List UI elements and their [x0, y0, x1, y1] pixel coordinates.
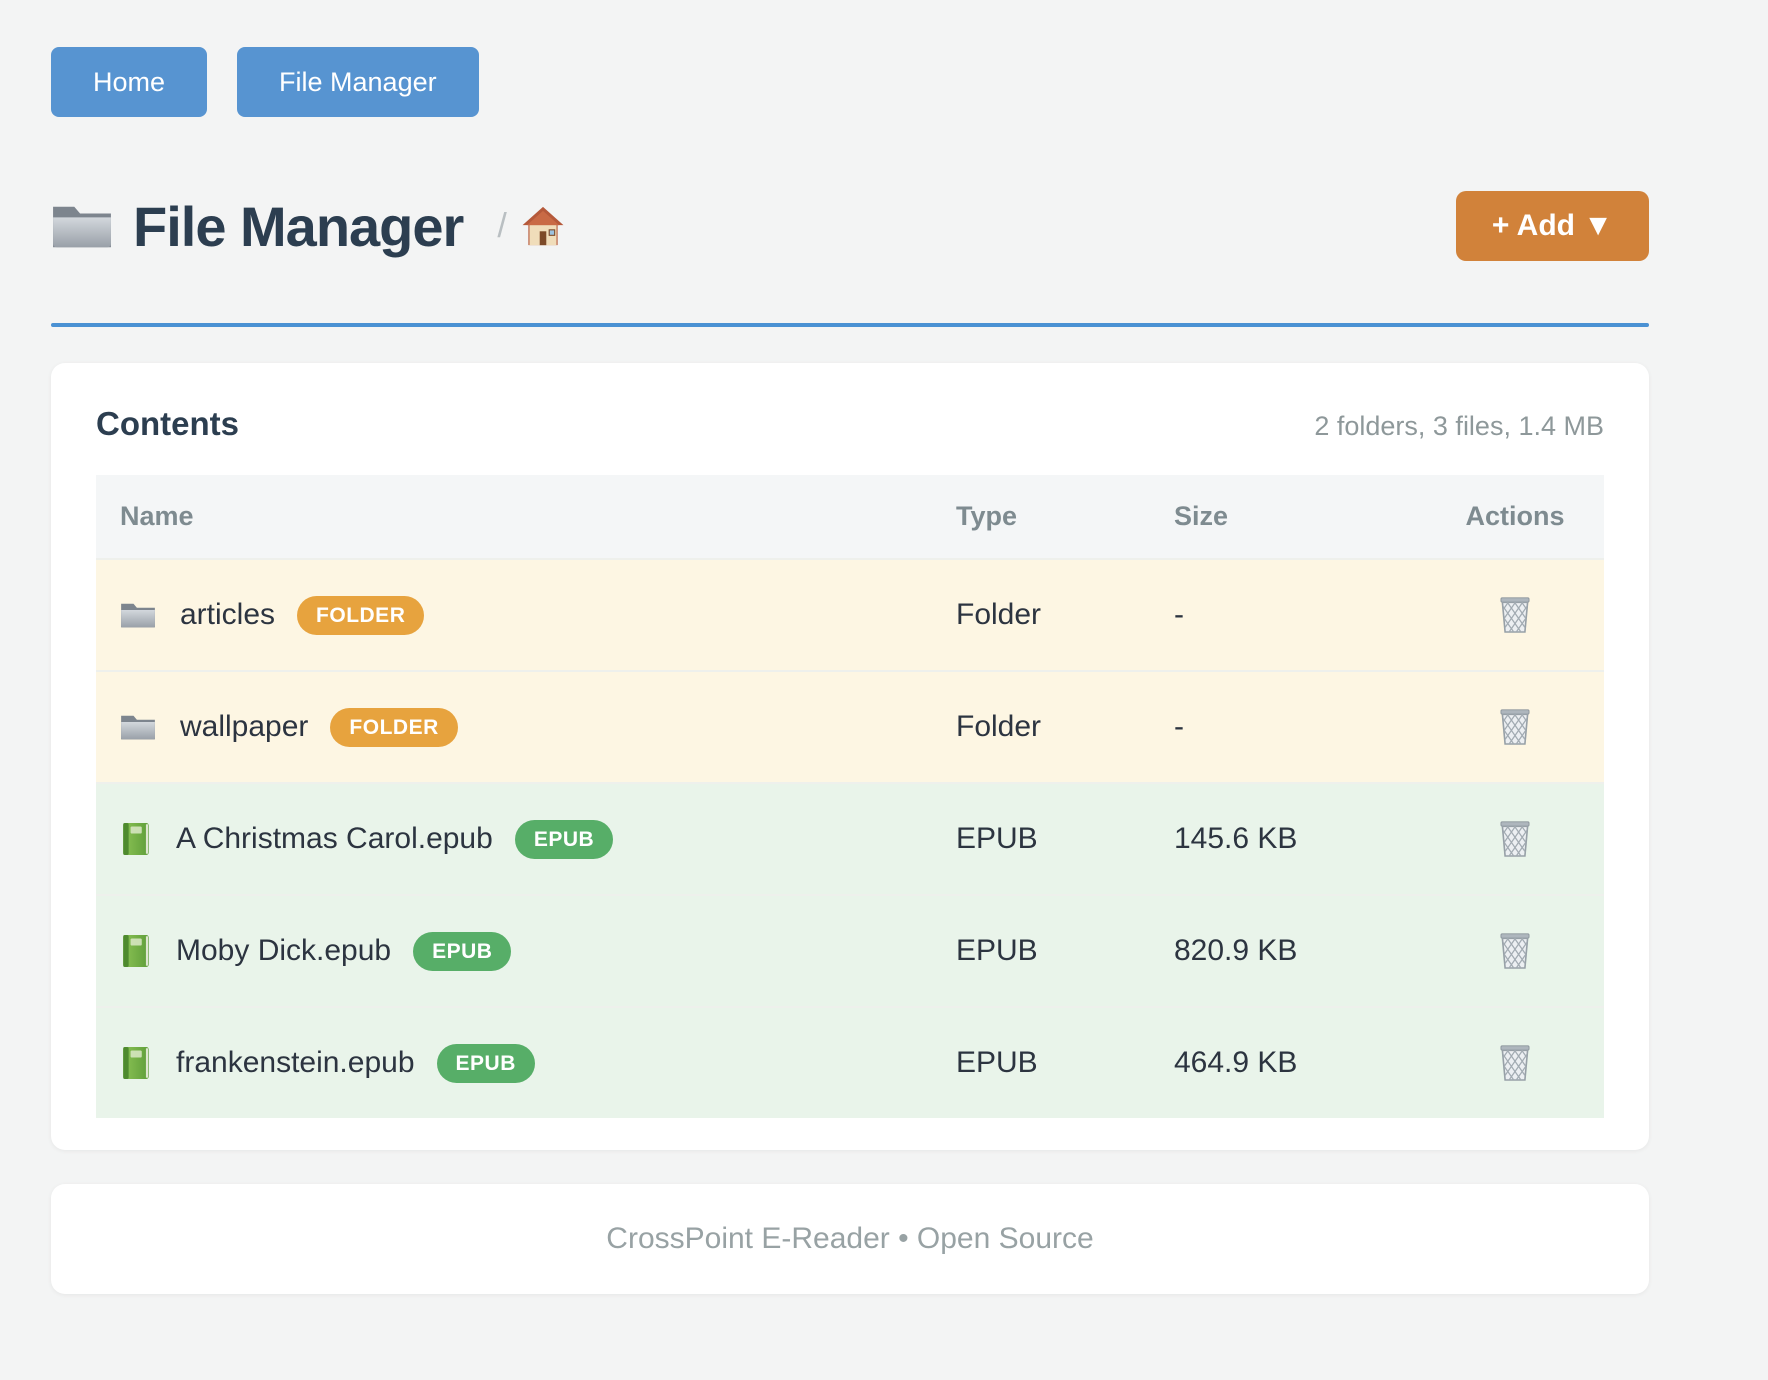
header-divider — [51, 323, 1649, 327]
top-nav: Home File Manager — [51, 47, 1649, 117]
page: Home File Manager File Manager / — [51, 47, 1649, 1294]
epub-badge: EPUB — [514, 819, 614, 859]
type-cell: Folder — [956, 710, 1042, 743]
folder-icon — [120, 711, 156, 743]
name-cell: A Christmas Carol.epub EPUB — [96, 819, 956, 859]
title-wrap: File Manager / — [51, 194, 565, 259]
size-cell: 820.9 KB — [1174, 934, 1298, 967]
item-name[interactable]: articles — [180, 598, 276, 631]
folder-icon — [120, 599, 156, 631]
size-cell: 464.9 KB — [1174, 1046, 1298, 1079]
add-button[interactable]: + Add ▼ — [1455, 191, 1649, 261]
item-name[interactable]: wallpaper — [180, 710, 309, 743]
contents-card: Contents 2 folders, 3 files, 1.4 MB Name… — [51, 363, 1649, 1150]
folder-badge: FOLDER — [297, 595, 425, 635]
size-cell: - — [1174, 710, 1184, 743]
contents-heading: Contents — [96, 405, 239, 442]
epub-badge: EPUB — [413, 931, 512, 971]
type-cell: EPUB — [956, 934, 1038, 967]
item-name[interactable]: A Christmas Carol.epub — [176, 822, 493, 855]
folder-icon — [51, 199, 113, 253]
table-row: A Christmas Carol.epub EPUB EPUB 145.6 K… — [96, 782, 1604, 894]
trash-icon[interactable] — [1493, 702, 1537, 753]
page-header: File Manager / + Add ▼ — [51, 191, 1649, 261]
contents-summary: 2 folders, 3 files, 1.4 MB — [1314, 411, 1604, 441]
column-header-size: Size — [1174, 501, 1229, 531]
name-cell: wallpaper FOLDER — [96, 707, 956, 747]
item-name[interactable]: Moby Dick.epub — [176, 934, 392, 967]
footer-text: CrossPoint E-Reader • Open Source — [606, 1222, 1094, 1255]
book-icon — [120, 1045, 152, 1081]
column-header-type: Type — [956, 501, 1018, 531]
trash-icon[interactable] — [1493, 926, 1537, 977]
trash-icon[interactable] — [1493, 1038, 1537, 1089]
type-cell: EPUB — [956, 1046, 1038, 1079]
home-button[interactable]: Home — [51, 47, 208, 117]
column-header-name: Name — [120, 501, 194, 531]
house-icon[interactable] — [521, 205, 565, 247]
name-cell: articles FOLDER — [96, 595, 956, 635]
column-header-actions: Actions — [1465, 501, 1565, 531]
table-row: frankenstein.epub EPUB EPUB 464.9 KB — [96, 1006, 1604, 1118]
file-manager-button[interactable]: File Manager — [237, 47, 479, 117]
file-table: Name Type Size Actions articles FOLDER — [96, 475, 1604, 1118]
epub-badge: EPUB — [436, 1043, 535, 1083]
table-row: wallpaper FOLDER Folder - — [96, 670, 1604, 782]
size-cell: - — [1174, 598, 1184, 631]
folder-badge: FOLDER — [330, 707, 458, 747]
table-header-row: Name Type Size Actions — [96, 475, 1604, 558]
trash-icon[interactable] — [1493, 814, 1537, 865]
trash-icon[interactable] — [1493, 590, 1537, 641]
item-name[interactable]: frankenstein.epub — [176, 1046, 415, 1079]
book-icon — [120, 933, 152, 969]
page-title: File Manager — [133, 194, 464, 258]
book-icon — [120, 821, 152, 857]
breadcrumb-separator: / — [497, 206, 507, 245]
contents-card-header: Contents 2 folders, 3 files, 1.4 MB — [96, 405, 1604, 443]
table-row: articles FOLDER Folder - — [96, 558, 1604, 670]
type-cell: EPUB — [956, 822, 1038, 855]
breadcrumb: / — [497, 205, 564, 247]
name-cell: frankenstein.epub EPUB — [96, 1043, 956, 1083]
name-cell: Moby Dick.epub EPUB — [96, 931, 956, 971]
table-row: Moby Dick.epub EPUB EPUB 820.9 KB — [96, 894, 1604, 1006]
footer: CrossPoint E-Reader • Open Source — [51, 1184, 1649, 1294]
size-cell: 145.6 KB — [1174, 822, 1298, 855]
type-cell: Folder — [956, 598, 1042, 631]
